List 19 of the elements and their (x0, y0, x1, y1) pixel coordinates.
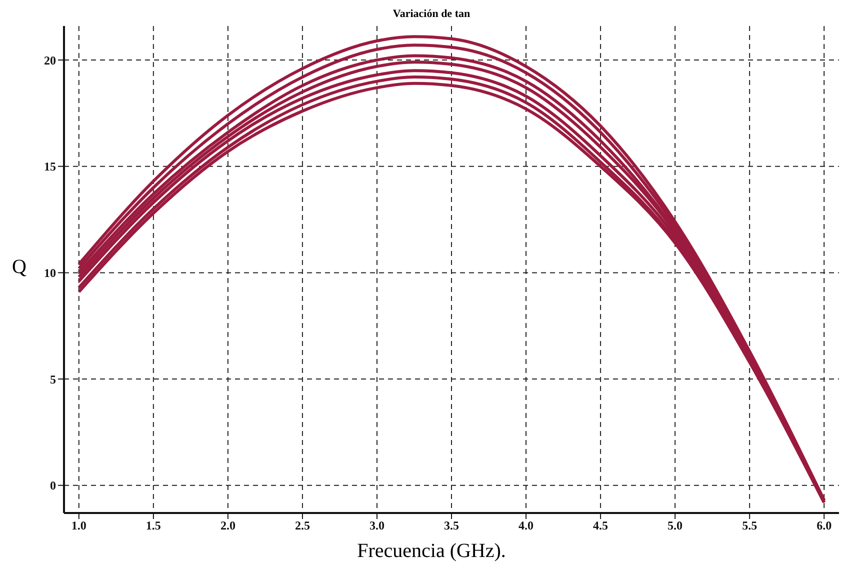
y-tick-label: 20 (44, 53, 56, 68)
x-tick-label: 4.5 (593, 518, 608, 533)
x-tick-label: 6.0 (816, 518, 832, 533)
x-tick-label: 4.0 (518, 518, 534, 533)
x-tick-label: 5.0 (668, 518, 683, 533)
y-tick-label: 15 (44, 160, 56, 174)
x-tick-label: 1.5 (146, 518, 161, 533)
x-tick-label: 3.5 (444, 518, 459, 533)
x-axis-title: Frecuencia (GHz). (356, 540, 507, 563)
y-tick-label: 5 (50, 372, 56, 386)
x-tick-label: 2.0 (220, 518, 236, 533)
y-axis-title: Q (12, 256, 26, 279)
x-tick-label: 2.5 (294, 518, 310, 533)
x-tick-label: 1.0 (71, 518, 86, 533)
y-tick-label: 0 (50, 478, 56, 493)
chart-title: Variación de tan (392, 8, 472, 20)
x-tick-label: 3.0 (369, 518, 384, 533)
x-tick-label: 5.5 (742, 518, 758, 533)
y-tick-label: 10 (44, 266, 56, 280)
